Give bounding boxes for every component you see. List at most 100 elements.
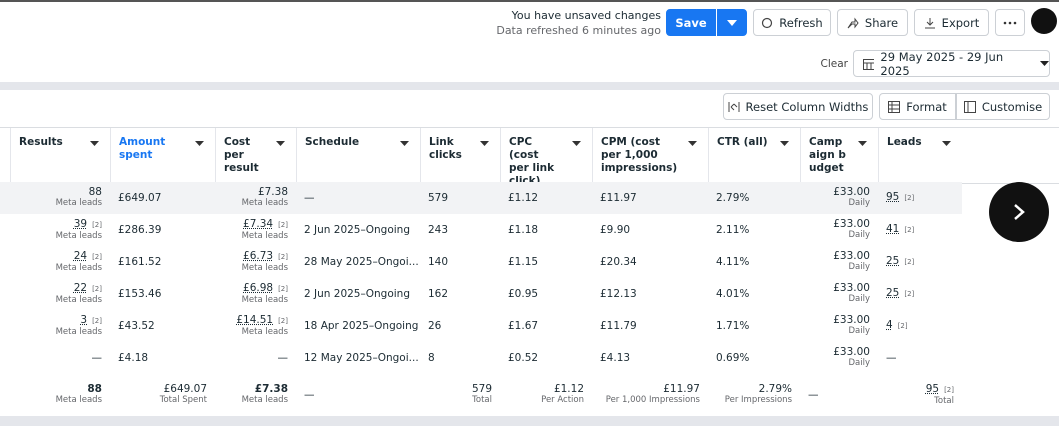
cell-value: £43.52 (118, 319, 155, 332)
cell-value: — (277, 351, 289, 364)
cell-main: £1.67 (508, 320, 538, 332)
table-cell: £12.13 (592, 278, 708, 310)
cell-main: 26 (428, 319, 442, 332)
cell-sub: Total (472, 395, 492, 405)
refresh-button[interactable]: Refresh (753, 9, 831, 36)
column-title: CPM (cost per 1,000 impressions) (601, 136, 678, 174)
share-button[interactable]: Share (837, 9, 908, 36)
column-header[interactable]: Cost per result (215, 128, 297, 183)
sort-caret[interactable] (688, 141, 697, 146)
cell-value: 3 (80, 313, 88, 326)
top-bar: You have unsaved changes Data refreshed … (0, 0, 1059, 46)
cell-note: [2] (904, 194, 915, 202)
cell-value: £11.97 (600, 191, 637, 204)
cell-main: 22 [2] (74, 282, 102, 295)
cell-sub: Per 1,000 Impressions (605, 395, 700, 405)
cell-value: 41 (886, 223, 900, 235)
table-cell: 2 Jun 2025–Ongoing (296, 278, 420, 310)
caret (727, 19, 737, 26)
cell-main: — (277, 351, 289, 364)
table-cell: — (10, 342, 110, 374)
caret (1040, 61, 1049, 66)
column-header[interactable]: CPM (cost per 1,000 impressions) (592, 128, 709, 183)
cell-value: 28 May 2025–Ongoi... (304, 255, 419, 268)
table-cell: £1.12 (500, 182, 592, 214)
cell-value: 579 (471, 383, 492, 395)
table-cell: £11.97 (592, 182, 708, 214)
cell-value: £1.15 (508, 255, 539, 268)
cell-main: £12.13 (600, 288, 637, 300)
cell-value: £286.39 (118, 223, 162, 236)
cell-main: £286.39 (118, 223, 162, 236)
sort-caret[interactable] (780, 141, 789, 146)
export-button[interactable]: Export (914, 9, 989, 36)
column-header[interactable]: CPC (cost per link click) (500, 128, 593, 187)
sort-caret[interactable] (942, 141, 951, 146)
cell-main: 2.11% (716, 223, 750, 236)
column-header[interactable]: Amount spent (110, 128, 216, 183)
cell-main: £649.07 (118, 192, 161, 204)
cell-note: [2] (278, 316, 288, 325)
cell-sub: Meta leads (55, 395, 102, 405)
cell-sub: Daily (848, 294, 870, 304)
cell-value: £4.13 (600, 351, 631, 364)
cell-main: £7.38 (255, 384, 288, 395)
column-header[interactable]: Schedule (296, 128, 421, 183)
table-cell: 88 Meta leads (10, 374, 110, 416)
column-header[interactable]: Link clicks (420, 128, 501, 183)
table-cell: 579 (420, 182, 500, 214)
cell-sub: Daily (848, 358, 870, 368)
calendar-icon (863, 58, 875, 70)
sort-caret[interactable] (276, 141, 285, 146)
save-menu[interactable] (717, 9, 747, 36)
cell-main: £9.90 (600, 224, 630, 236)
cell-value: 18 Apr 2025–Ongoing (304, 319, 419, 332)
table-cell: 8 (420, 342, 500, 374)
table-cell: £20.34 (592, 246, 708, 278)
cell-value: £33.00 (833, 218, 870, 230)
cell-sub: Daily (848, 230, 870, 240)
table-cell: 95 [2] Total (878, 374, 962, 416)
cell-value: £11.79 (600, 319, 637, 332)
table-cell: 2 Jun 2025–Ongoing (296, 214, 420, 246)
share-label: Share (864, 15, 899, 30)
sort-caret[interactable] (858, 141, 867, 146)
cell-main: £33.00 (833, 347, 870, 358)
refreshed-text: Data refreshed 6 minutes ago (496, 24, 661, 37)
sort-caret[interactable] (480, 141, 489, 146)
sort-caret[interactable] (572, 141, 581, 146)
table-cell: £649.07 Total Spent (110, 374, 215, 416)
table-cell: 4.01% (708, 278, 800, 310)
clear-link[interactable]: Clear (820, 58, 848, 70)
column-header[interactable]: Leads (878, 128, 963, 183)
table-cell: £1.12 Per Action (500, 374, 592, 416)
column-header[interactable]: Campaign budget (800, 128, 879, 183)
sort-caret[interactable] (90, 141, 99, 146)
cell-sub: Total (934, 395, 954, 406)
save-button[interactable]: Save (666, 9, 716, 36)
customise-button[interactable]: Customise (956, 93, 1050, 120)
sort-caret[interactable] (195, 141, 204, 146)
cell-value: 24 (73, 249, 88, 262)
avatar[interactable] (1031, 8, 1057, 34)
status: You have unsaved changes Data refreshed … (496, 8, 661, 38)
sort-caret[interactable] (400, 141, 409, 146)
cell-sub: Meta leads (55, 326, 102, 337)
cell-main: £33.00 (833, 187, 870, 198)
format-button[interactable]: Format (879, 93, 956, 120)
reset-button[interactable]: Reset Column Widths (723, 93, 873, 120)
cell-sub: Meta leads (241, 395, 288, 405)
column-header[interactable]: CTR (all) (708, 128, 801, 183)
table-cell: £161.52 (110, 246, 215, 278)
more-button[interactable] (995, 9, 1025, 36)
cell-value: £6.98 (243, 281, 274, 294)
next-arrow-button[interactable] (989, 182, 1049, 242)
cell-value: £1.18 (508, 223, 539, 236)
cell-value: 2.11% (716, 223, 750, 236)
cell-value: £33.00 (833, 250, 870, 262)
table-cell: 88 Meta leads (10, 182, 110, 214)
cell-value: 26 (428, 319, 442, 332)
column-header[interactable]: Results (10, 128, 111, 183)
date-picker[interactable]: 29 May 2025 - 29 Jun 2025 (853, 50, 1050, 78)
cell-main: — (304, 389, 315, 401)
